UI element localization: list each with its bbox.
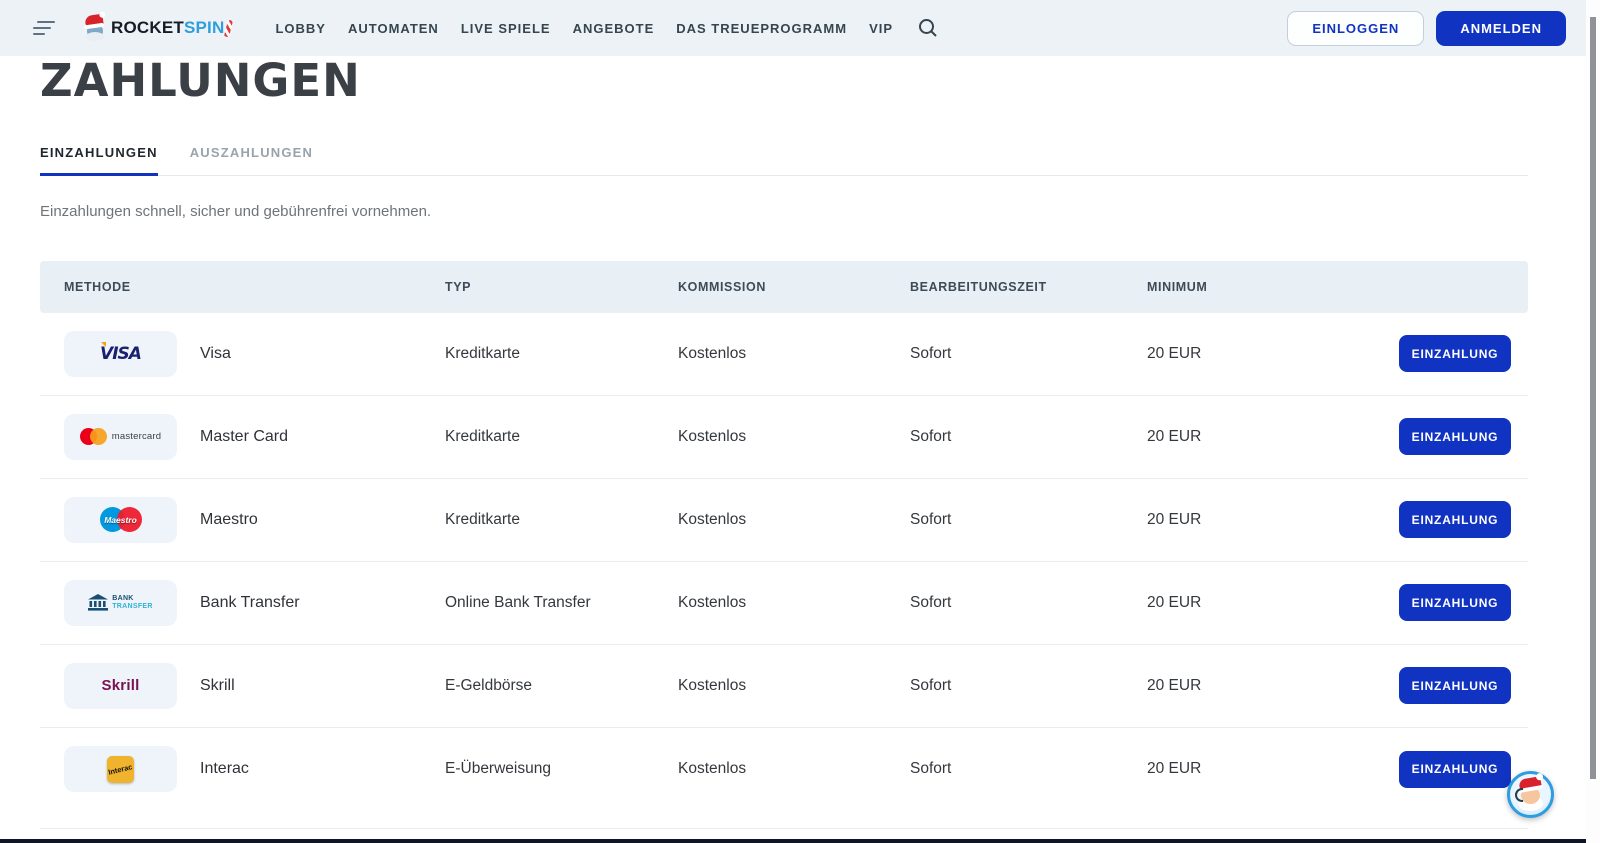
method-minimum: 20 EUR [1147,427,1202,445]
deposit-button[interactable]: EINZAHLUNG [1399,501,1511,539]
table-row: BANK TRANSFER Bank Transfer Online Bank T… [40,562,1528,645]
column-header-bearbeitungszeit: BEARBEITUNGSZEIT [910,279,1047,294]
deposit-button[interactable]: EINZAHLUNG [1399,335,1511,373]
table-row: VISA Visa Kreditkarte Kostenlos Sofort 2… [40,313,1528,396]
method-name: Bank Transfer [200,593,300,611]
deposit-button[interactable]: EINZAHLUNG [1399,584,1511,622]
payments-content: ZAHLUNGEN EINZAHLUNGEN AUSZAHLUNGEN Einza… [0,56,1586,829]
method-commission: Kostenlos [678,676,747,694]
deposit-button[interactable]: EINZAHLUNG [1399,418,1511,456]
method-commission: Kostenlos [678,510,747,528]
live-chat-button[interactable] [1507,771,1554,818]
method-name: Maestro [200,510,258,528]
page-title: ZAHLUNGEN [40,54,361,107]
method-commission: Kostenlos [678,593,747,611]
method-type: E-Geldbörse [445,676,533,694]
brand-name-secondary: SPIN [183,18,225,37]
table-end-divider [40,827,1528,829]
method-processing-time: Sofort [910,510,952,528]
column-header-typ: TYP [445,279,472,294]
method-minimum: 20 EUR [1147,760,1202,778]
interac-icon: Interac [64,746,177,793]
method-type: Online Bank Transfer [445,593,591,611]
method-commission: Kostenlos [678,427,747,445]
column-header-minimum: MINIMUM [1147,279,1208,294]
table-row: mastercard Master Card Kreditkarte Koste… [40,396,1528,479]
method-processing-time: Sofort [910,593,952,611]
menu-icon[interactable] [32,21,56,35]
method-processing-time: Sofort [910,344,952,362]
nav-item-live-spiele[interactable]: LIVE SPIELE [460,20,551,36]
brand-logo[interactable]: ROCKET SPIN [82,13,234,43]
column-header-kommission: KOMMISSION [678,279,766,294]
main-nav: LOBBY AUTOMATEN LIVE SPIELE ANGEBOTE DAS TRE… [275,21,893,36]
mastercard-icon: mastercard [64,413,177,460]
payment-methods-table: METHODE TYP KOMMISSION BEARBEITUNGSZEIT MINI… [40,260,1528,829]
method-processing-time: Sofort [910,676,952,694]
method-minimum: 20 EUR [1147,593,1202,611]
maestro-icon: Maestro [64,496,177,543]
method-type: Kreditkarte [445,510,520,528]
nav-item-automaten[interactable]: AUTOMATEN [347,20,439,36]
candy-cane-icon [224,19,234,37]
method-minimum: 20 EUR [1147,510,1202,528]
method-name: Interac [200,760,249,778]
column-header-methode: METHODE [64,279,131,294]
top-nav: ROCKET SPIN LOBBY AUTOMATEN LIVE SPIELE ANGE… [0,0,1586,56]
method-name: Master Card [200,427,289,445]
method-commission: Kostenlos [678,760,747,778]
method-type: Kreditkarte [445,427,520,445]
auth-buttons: EINLOGGEN ANMELDEN [1287,10,1566,46]
method-commission: Kostenlos [678,344,747,362]
login-button[interactable]: EINLOGGEN [1287,10,1425,46]
table-body: VISA Visa Kreditkarte Kostenlos Sofort 2… [40,313,1528,811]
nav-item-das-treueprogramm[interactable]: DAS TREUEPROGRAMM [676,20,848,36]
method-processing-time: Sofort [910,427,952,445]
page-description: Einzahlungen schnell, sicher und gebühre… [40,202,432,220]
skrill-icon: Skrill [64,662,177,709]
signup-button[interactable]: ANMELDEN [1436,10,1566,46]
brand-name-primary: ROCKET [111,18,184,37]
method-type: Kreditkarte [445,344,520,362]
scrollbar[interactable] [1586,0,1600,843]
method-minimum: 20 EUR [1147,344,1202,362]
method-processing-time: Sofort [910,760,952,778]
nav-item-angebote[interactable]: ANGEBOTE [572,20,655,36]
method-type: E-Überweisung [445,760,551,778]
deposit-button[interactable]: EINZAHLUNG [1399,667,1511,705]
nav-item-lobby[interactable]: LOBBY [275,20,326,36]
santa-mascot-icon [82,13,108,43]
bank-transfer-icon: BANK TRANSFER [64,579,177,626]
method-minimum: 20 EUR [1147,676,1202,694]
footer-edge [0,839,1586,843]
tab-einzahlungen[interactable]: EINZAHLUNGEN [40,145,158,176]
method-name: Skrill [200,676,235,694]
table-row: Interac Interac E-Überweisung Kostenlos … [40,728,1528,811]
scrollbar-thumb[interactable] [1590,17,1596,779]
visa-icon: VISA [64,330,177,377]
nav-item-vip[interactable]: VIP [869,20,894,36]
table-row: Skrill Skrill E-Geldbörse Kostenlos Sofo… [40,645,1528,728]
search-icon[interactable] [917,17,939,39]
tab-auszahlungen[interactable]: AUSZAHLUNGEN [189,144,314,160]
table-header: METHODE TYP KOMMISSION BEARBEITUNGSZEIT MINI… [40,260,1528,313]
table-row: Maestro Maestro Kreditkarte Kostenlos So… [40,479,1528,562]
deposit-button[interactable]: EINZAHLUNG [1399,750,1511,788]
tabs: EINZAHLUNGEN AUSZAHLUNGEN [40,145,1528,176]
method-name: Visa [200,344,231,362]
